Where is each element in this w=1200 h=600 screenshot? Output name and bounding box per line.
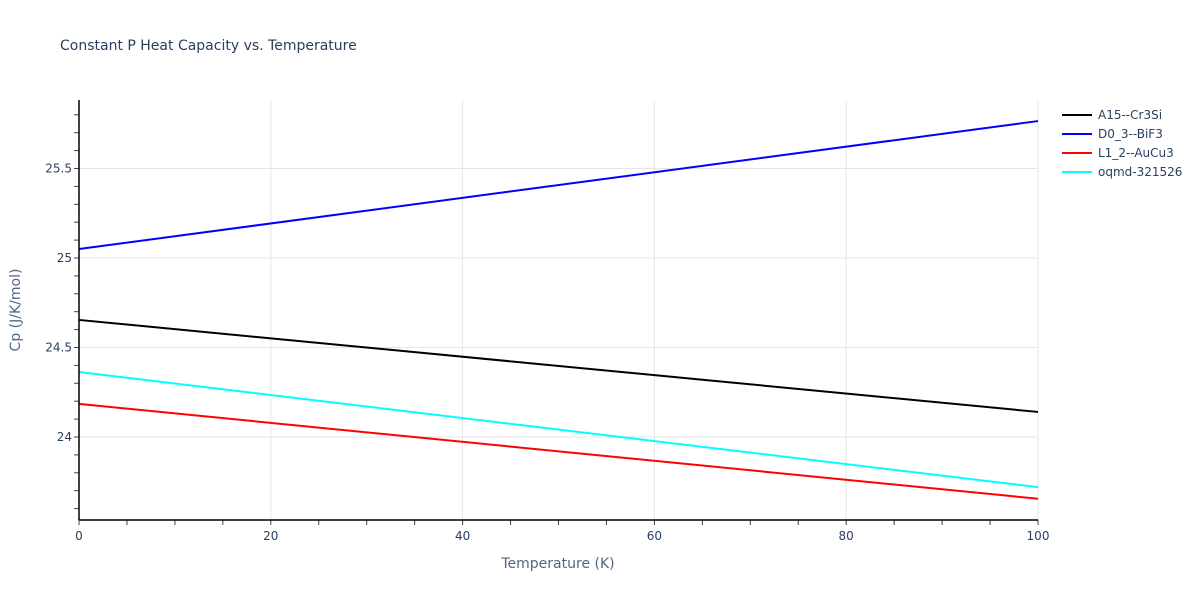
grid <box>79 100 1039 520</box>
legend-label: D0_3--BiF3 <box>1098 127 1163 141</box>
y-axis-label: Cp (J/K/mol) <box>8 269 24 352</box>
y-tick-label: 24.5 <box>45 341 72 355</box>
x-tick-label: 20 <box>263 529 278 543</box>
legend-item[interactable]: L1_2--AuCu3 <box>1062 146 1174 160</box>
axes: 0 20 40 60 80 100 24 24.5 25 25.5 <box>45 100 1049 543</box>
y-tick-label: 24 <box>57 430 72 444</box>
x-tick-label: 80 <box>839 529 854 543</box>
x-tick-label: 0 <box>75 529 83 543</box>
legend-item[interactable]: D0_3--BiF3 <box>1062 127 1163 141</box>
legend-item[interactable]: A15--Cr3Si <box>1062 108 1162 122</box>
series-line <box>78 120 1039 251</box>
y-tick-label: 25.5 <box>45 162 72 176</box>
chart-title: Constant P Heat Capacity vs. Temperature <box>60 38 357 54</box>
legend-label: A15--Cr3Si <box>1098 108 1162 122</box>
plot-lines <box>78 120 1039 500</box>
y-tick-label: 25 <box>57 251 72 265</box>
x-tick-label: 60 <box>647 529 662 543</box>
legend-item[interactable]: oqmd-321526 <box>1062 165 1182 179</box>
series-line <box>78 402 1039 500</box>
legend-label: oqmd-321526 <box>1098 165 1182 179</box>
legend-label: L1_2--AuCu3 <box>1098 146 1174 160</box>
series-line <box>78 318 1039 413</box>
x-axis-label: Temperature (K) <box>500 556 614 572</box>
x-tick-label: 100 <box>1027 529 1050 543</box>
series-line <box>78 371 1039 489</box>
legend[interactable]: A15--Cr3Si D0_3--BiF3 L1_2--AuCu3 oqmd-3215… <box>1062 108 1182 179</box>
x-tick-label: 40 <box>455 529 470 543</box>
